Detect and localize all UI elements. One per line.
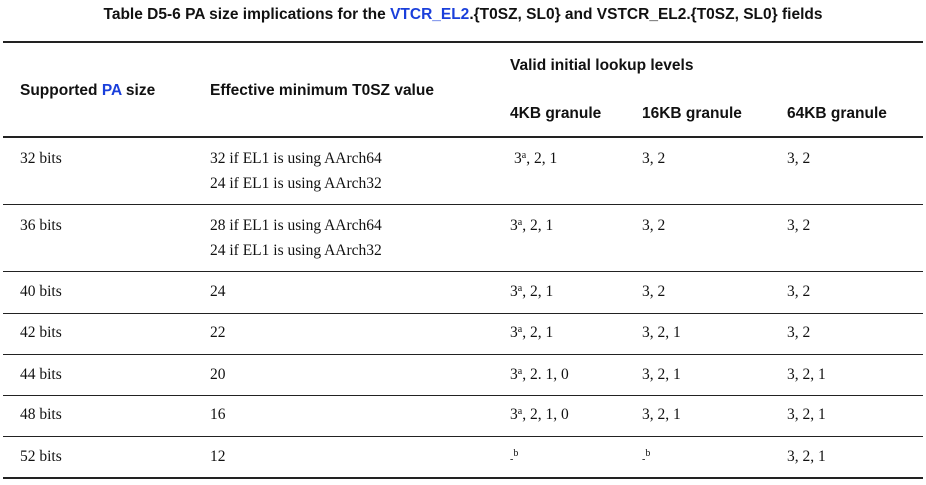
granule-4kb-cell: 3a, 2, 1 bbox=[514, 150, 557, 168]
granule-16kb-cell: 3, 2, 1 bbox=[642, 366, 681, 383]
min-t0sz-cell-line2: 24 if EL1 is using AArch32 bbox=[210, 242, 382, 259]
not-applicable-dash: - bbox=[510, 454, 514, 465]
pa-size-cell: 36 bits bbox=[20, 217, 62, 234]
header-min-t0sz: Effective minimum T0SZ value bbox=[210, 82, 434, 99]
granule-16kb-cell: 3, 2, 1 bbox=[642, 406, 681, 423]
row-divider bbox=[3, 436, 923, 437]
granule-4kb-level: 3 bbox=[514, 150, 522, 167]
pa-size-cell: 40 bits bbox=[20, 283, 62, 300]
granule-4kb-cell: 3a, 2. 1, 0 bbox=[510, 366, 569, 384]
footnote-mark: a bbox=[517, 283, 523, 294]
granule-16kb-cell: 3, 2 bbox=[642, 150, 666, 167]
footnote-mark: a bbox=[517, 406, 523, 417]
granule-64kb-cell: 3, 2, 1 bbox=[787, 406, 826, 423]
table-bottom-rule bbox=[3, 477, 923, 479]
row-divider bbox=[3, 354, 923, 355]
granule-64kb-cell: 3, 2, 1 bbox=[787, 366, 826, 383]
not-applicable-dash: - bbox=[642, 454, 646, 465]
granule-64kb-cell: 3, 2 bbox=[787, 150, 811, 167]
min-t0sz-cell-line1: 28 if EL1 is using AArch64 bbox=[210, 217, 382, 234]
table-title-suffix: .{T0SZ, SL0} and VSTCR_EL2.{T0SZ, SL0} f… bbox=[469, 6, 823, 23]
granule-4kb-cell: 3a, 2, 1 bbox=[510, 324, 553, 342]
table-title-prefix: Table D5-6 PA size implications for the bbox=[103, 6, 391, 23]
header-lookup-levels: Valid initial lookup levels bbox=[510, 57, 694, 74]
row-divider bbox=[3, 271, 923, 272]
granule-16kb-cell: 3, 2, 1 bbox=[642, 324, 681, 341]
row-divider bbox=[3, 313, 923, 314]
granule-16kb-cell: 3, 2 bbox=[642, 217, 666, 234]
granule-4kb-levels-rest: , 2, 1 bbox=[522, 324, 554, 341]
granule-4kb-level: 3 bbox=[510, 217, 518, 234]
granule-4kb-cell: 3a, 2, 1 bbox=[510, 283, 553, 301]
table-top-rule bbox=[3, 41, 923, 43]
header-bottom-rule bbox=[3, 136, 923, 138]
granule-4kb-level: 3 bbox=[510, 283, 518, 300]
granule-4kb-level: 3 bbox=[510, 366, 518, 383]
min-t0sz-cell: 20 bbox=[210, 366, 226, 383]
footnote-mark: a bbox=[517, 217, 523, 228]
pa-size-cell: 44 bits bbox=[20, 366, 62, 383]
granule-4kb-cell: 3a, 2, 1, 0 bbox=[510, 406, 569, 424]
granule-4kb-levels-rest: , 2, 1, 0 bbox=[522, 406, 569, 423]
granule-4kb-levels-rest: , 2. 1, 0 bbox=[522, 366, 569, 383]
footnote-mark: a bbox=[521, 150, 527, 161]
table-title: Table D5-6 PA size implications for the … bbox=[0, 6, 926, 24]
min-t0sz-cell: 22 bbox=[210, 324, 226, 341]
granule-4kb-levels-rest: , 2, 1 bbox=[526, 150, 558, 167]
pa-size-cell: 42 bits bbox=[20, 324, 62, 341]
granule-4kb-cell: 3a, 2, 1 bbox=[510, 217, 553, 235]
granule-4kb-level: 3 bbox=[510, 324, 518, 341]
header-64kb-granule: 64KB granule bbox=[787, 105, 887, 122]
pa-size-cell: 52 bits bbox=[20, 448, 62, 465]
granule-4kb-levels-rest: , 2, 1 bbox=[522, 217, 554, 234]
row-divider bbox=[3, 204, 923, 205]
pa-link[interactable]: PA bbox=[101, 82, 122, 99]
granule-64kb-cell: 3, 2, 1 bbox=[787, 448, 826, 465]
granule-4kb-levels-rest: , 2, 1 bbox=[522, 283, 554, 300]
header-pa-size-suffix: size bbox=[121, 82, 156, 99]
row-divider bbox=[3, 395, 923, 396]
granule-16kb-cell: -b bbox=[642, 448, 650, 469]
min-t0sz-cell-line1: 32 if EL1 is using AArch64 bbox=[210, 150, 382, 167]
granule-64kb-cell: 3, 2 bbox=[787, 217, 811, 234]
footnote-mark: a bbox=[517, 324, 523, 335]
granule-4kb-level: 3 bbox=[510, 406, 518, 423]
min-t0sz-cell: 16 bbox=[210, 406, 226, 423]
header-pa-size: Supported PA size bbox=[20, 82, 155, 100]
granule-16kb-cell: 3, 2 bbox=[642, 283, 666, 300]
vtcr-el2-link[interactable]: VTCR_EL2 bbox=[390, 6, 470, 23]
header-4kb-granule: 4KB granule bbox=[510, 105, 602, 122]
header-pa-size-prefix: Supported bbox=[20, 82, 102, 99]
granule-64kb-cell: 3, 2 bbox=[787, 324, 811, 341]
min-t0sz-cell-line2: 24 if EL1 is using AArch32 bbox=[210, 175, 382, 192]
footnote-mark: a bbox=[517, 366, 523, 377]
min-t0sz-cell: 12 bbox=[210, 448, 226, 465]
footnote-mark: b bbox=[513, 448, 519, 459]
pa-size-cell: 48 bits bbox=[20, 406, 62, 423]
granule-4kb-cell: -b bbox=[510, 448, 518, 469]
header-16kb-granule: 16KB granule bbox=[642, 105, 742, 122]
footnote-mark: b bbox=[645, 448, 651, 459]
granule-64kb-cell: 3, 2 bbox=[787, 283, 811, 300]
min-t0sz-cell: 24 bbox=[210, 283, 226, 300]
pa-size-cell: 32 bits bbox=[20, 150, 62, 167]
